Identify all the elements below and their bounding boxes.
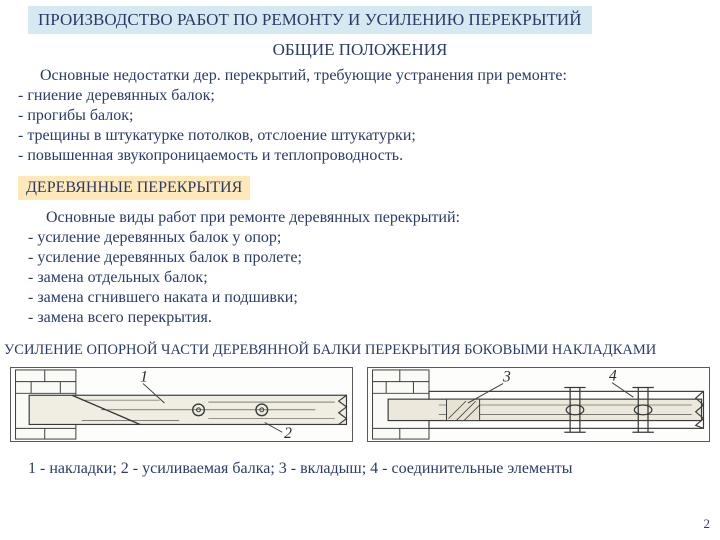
work-item: - усиление деревянных балок в пролете; <box>28 248 692 268</box>
page-number: 2 <box>704 516 711 532</box>
diagram-row: 1 2 <box>10 367 710 442</box>
work-item: - замена отдельных балок; <box>28 268 692 288</box>
defect-item: - повышенная звукопроницаемость и теплоп… <box>18 146 702 166</box>
defect-item: - прогибы балок; <box>18 106 702 126</box>
diagram-label-1: 1 <box>140 369 148 386</box>
work-item: - замена всего перекрытия. <box>28 308 692 328</box>
main-title: ПРОИЗВОДСТВО РАБОТ ПО РЕМОНТУ И УСИЛЕНИЮ… <box>28 6 592 34</box>
defect-item: - гниение деревянных балок; <box>18 86 702 106</box>
subtitle: ОБЩИЕ ПОЛОЖЕНИЯ <box>0 40 720 60</box>
work-item: - усиление деревянных балок у опор; <box>28 228 692 248</box>
diagram-title: УСИЛЕНИЕ ОПОРНОЙ ЧАСТИ ДЕРЕВЯННОЙ БАЛКИ … <box>4 342 720 359</box>
work-item: - замена сгнившего наката и подшивки; <box>28 288 692 308</box>
section-heading: ДЕРЕВЯННЫЕ ПЕРЕКРЫТИЯ <box>18 176 250 200</box>
diagram-label-3: 3 <box>502 369 511 386</box>
diagram-right: 3 4 <box>367 367 710 442</box>
intro-paragraph: Основные недостатки дер. перекрытий, тре… <box>18 66 702 86</box>
diagram-caption: 1 - накладки; 2 - усиливаемая балка; 3 -… <box>28 460 720 478</box>
works-intro: Основные виды работ при ремонте деревянн… <box>28 208 692 228</box>
diagram-label-4: 4 <box>609 368 617 385</box>
diagram-left: 1 2 <box>10 367 353 442</box>
defect-item: - трещины в штукатурке потолков, отслоен… <box>18 126 702 146</box>
diagram-label-2: 2 <box>284 425 292 442</box>
